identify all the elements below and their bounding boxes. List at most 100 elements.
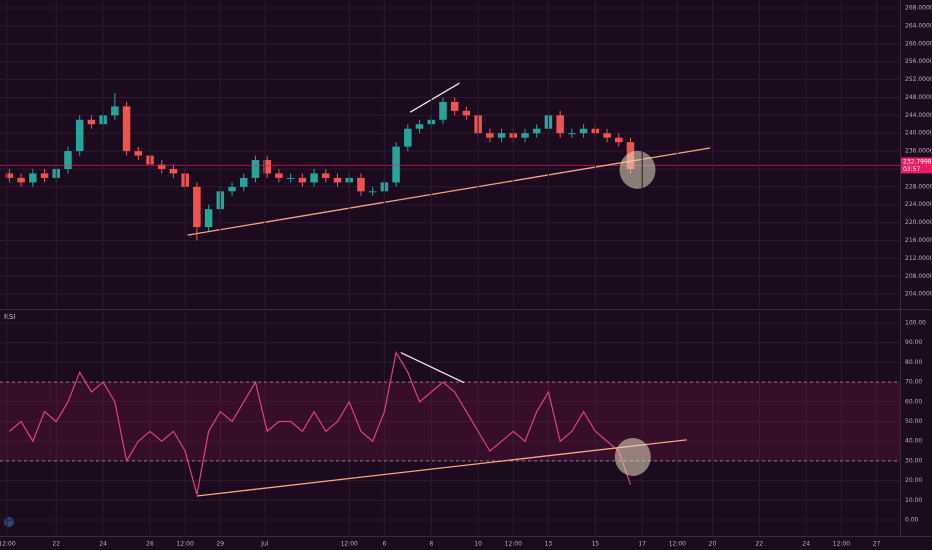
candle-body [357,177,365,192]
y-tick-label: 268.000000 [905,5,932,12]
x-tick-label: 26 [146,541,154,548]
highlight [614,437,651,476]
y-tick-label: 208.000000 [905,273,932,280]
x-tick-label: 12:00 [177,541,194,548]
candle-body [556,115,564,134]
x-tick-label: 8 [429,541,433,548]
candle-body [251,160,260,178]
y-tick-label: 40.00 [905,438,922,445]
candle-body [29,173,37,183]
y-tick-label: 70.00 [905,379,922,386]
last-price-box [901,157,932,174]
last-price-label: 232.799806 [903,158,932,165]
candle-body [122,106,131,152]
x-tick-label: 12:00 [505,541,522,548]
logo [4,517,14,527]
level-band [0,382,900,461]
candle-body [392,146,400,183]
candle-body [333,177,342,183]
y-tick-label: 100.00 [905,320,926,327]
candle-body [75,119,84,152]
candle-body [322,173,330,178]
y-tick-label: 264.000000 [905,22,932,29]
candle-body [486,133,494,138]
candle-body [532,128,541,134]
trend-line [409,82,460,113]
candle-body [228,186,236,192]
y-tick-label: 240.000000 [905,130,932,137]
candle-body [263,160,271,174]
candle-body [5,173,14,178]
candle-body [87,119,96,125]
candle-body [169,168,178,174]
candle-body [193,186,201,228]
x-tick-label: 29 [216,541,224,548]
y-tick-label: 20.00 [905,477,922,484]
candle-body [204,209,213,228]
candle-body [298,177,307,183]
y-tick-label: 204.000000 [905,291,932,298]
candle-body [111,106,119,116]
y-tick-label: 244.000000 [905,112,932,119]
x-tick-label: 20 [709,541,717,548]
x-tick-label: Jul [260,541,269,548]
candle-body [615,137,623,143]
y-tick-label: 0.00 [905,517,919,524]
candle-body [240,177,248,187]
y-tick-label: 236.000000 [905,148,932,155]
x-tick-label: 22 [756,541,764,548]
y-tick-label: 80.00 [905,359,922,366]
candle-body [40,173,49,178]
candle-body [157,164,166,169]
y-tick-label: 224.000000 [905,201,932,208]
candle-body [134,151,143,156]
y-tick-label: 252.000000 [905,76,932,83]
y-tick-label: 60.00 [905,398,922,405]
candle-body [404,128,412,147]
y-tick-label: 228.000000 [905,183,932,190]
x-tick-label: 10 [474,541,482,548]
x-tick-label: 15 [591,541,599,548]
y-tick-label: 220.000000 [905,219,932,226]
x-tick-label: 27 [873,541,881,548]
x-tick-label: 17 [638,541,646,548]
y-tick-label: 256.000000 [905,58,932,65]
x-tick-label: 13 [545,541,553,548]
x-tick-label: 12:00 [833,541,850,548]
y-tick-label: 10.00 [905,497,922,504]
candle-body [603,133,611,138]
trend-line [196,439,687,497]
y-tick-label: 248.000000 [905,94,932,101]
y-tick-label: 260.000000 [905,40,932,47]
candle-body [310,173,318,183]
x-tick-label: 12:00 [341,541,358,548]
y-tick-label: 50.00 [905,418,922,425]
candle-body [450,101,459,111]
x-tick-label: 22 [52,541,60,548]
candle-body [415,124,424,129]
y-tick-label: 216.000000 [905,237,932,244]
countdown: 03:57 [903,166,920,173]
candle-body [579,128,588,134]
x-tick-label: 12:00 [0,541,16,548]
x-tick-label: 12:00 [669,541,686,548]
y-tick-label: 30.00 [905,457,922,464]
pane-title: RSI [4,313,15,321]
candle-body [286,177,295,179]
y-tick-label: 90.00 [905,339,922,346]
candle-body [439,101,447,120]
candle-body [368,191,377,193]
x-tick-label: 24 [802,541,810,548]
trend-line [400,351,465,384]
rsi-line [8,350,632,495]
candle-body [275,173,283,178]
x-tick-label: 24 [99,541,107,548]
candle-body [568,133,576,135]
highlight [619,150,656,189]
x-tick-label: 6 [382,541,386,548]
candle-body [521,133,529,138]
candle-body [462,110,471,116]
candle-body [497,133,506,138]
